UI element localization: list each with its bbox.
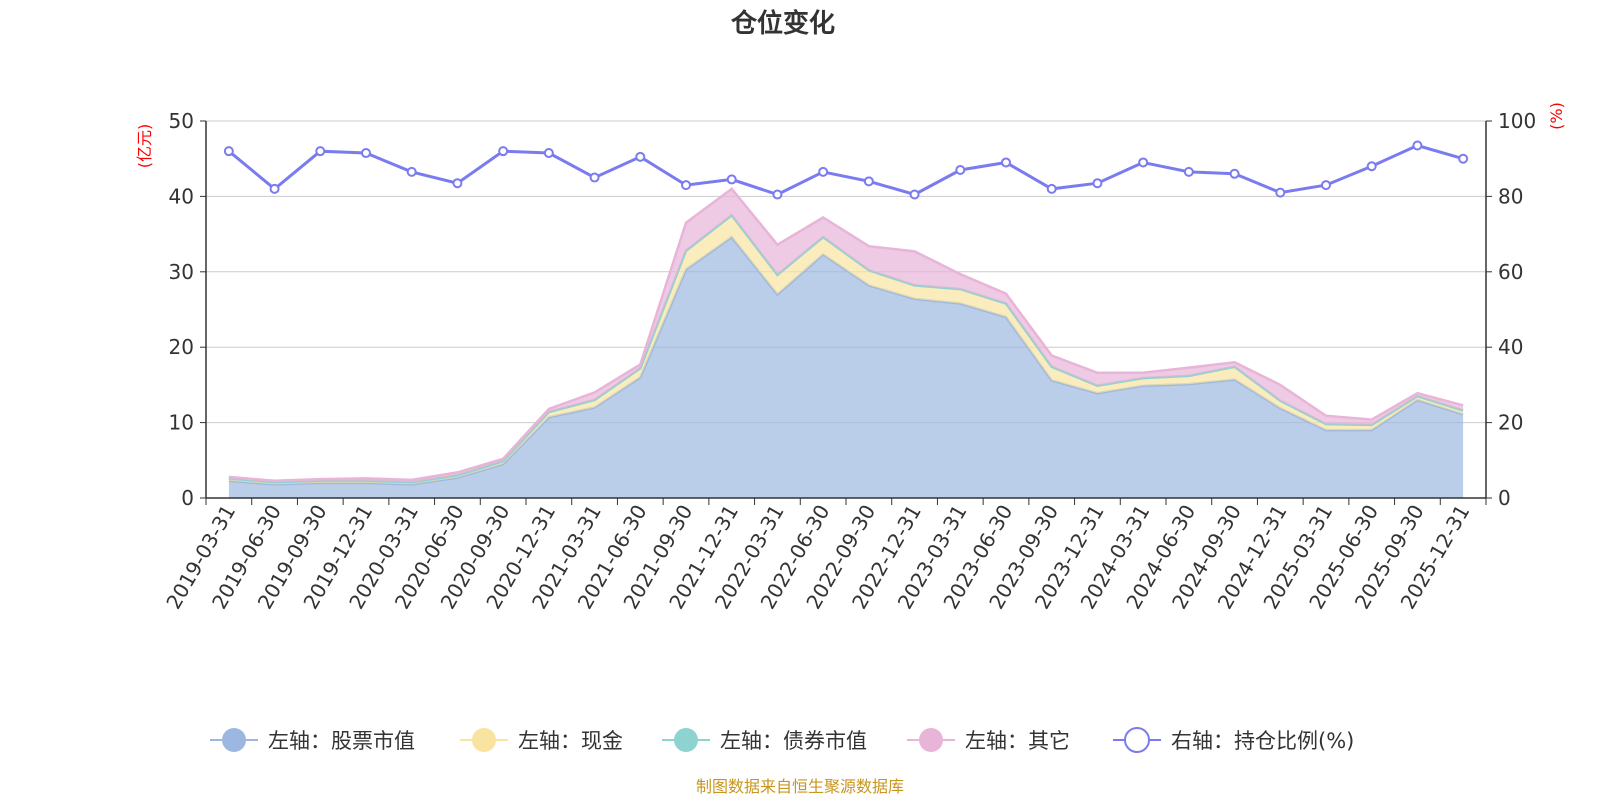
source-note: 制图数据来自恒生聚源数据库: [696, 777, 904, 796]
ratio-point: [1092, 178, 1103, 189]
ratio-point: [909, 189, 920, 200]
ratio-point: [772, 189, 783, 200]
ratio-point: [1366, 161, 1377, 172]
legend-marker-other: [919, 728, 943, 752]
legend-label-cash: 左轴：现金: [518, 729, 623, 753]
legend-marker-ratio: [1124, 727, 1150, 753]
ratio-point: [498, 146, 509, 157]
area-other: [228, 188, 1464, 483]
ratio-point: [361, 148, 371, 159]
area-stock: [228, 237, 1464, 498]
ratio-point: [452, 178, 463, 189]
left-tick-label: 50: [169, 109, 194, 133]
legend-label-bond: 左轴：债券市值: [720, 729, 867, 753]
right-tick-label: 0: [1498, 486, 1511, 510]
legend-label-stock: 左轴：股票市值: [268, 729, 415, 753]
ratio-point: [1001, 157, 1011, 168]
ratio-point: [406, 166, 417, 177]
ratio-point: [1458, 153, 1469, 164]
right-tick-label: 40: [1498, 335, 1523, 359]
ratio-point: [1275, 187, 1286, 198]
legend-label-ratio: 右轴：持仓比例(%): [1171, 729, 1354, 753]
left-tick-label: 10: [169, 411, 194, 435]
legend: 左轴：股票市值 左轴：现金 左轴：债券市值 左轴：其它 右轴：持仓比例(%): [210, 727, 1354, 753]
ratio-point: [269, 183, 280, 194]
right-tick-label: 20: [1498, 411, 1523, 435]
legend-marker-stock: [222, 728, 246, 752]
right-tick-label: 60: [1498, 260, 1523, 284]
chart-title: 仓位变化: [730, 8, 835, 39]
ratio-point: [863, 176, 874, 187]
area-cash: [228, 215, 1464, 485]
right-tick-label: 100: [1498, 109, 1536, 133]
ratio-point: [1412, 140, 1423, 151]
ratio-point: [1229, 168, 1240, 179]
right-tick-label: 80: [1498, 184, 1523, 208]
ratio-point: [955, 165, 966, 176]
right-axis-unit: (%): [1547, 102, 1566, 130]
left-tick-label: 40: [169, 184, 194, 208]
area-edge-other: [228, 187, 1464, 482]
legend-label-other: 左轴：其它: [965, 729, 1070, 753]
ratio-point: [1138, 157, 1149, 168]
left-tick-label: 0: [181, 486, 194, 510]
left-tick-label: 20: [169, 335, 194, 359]
stacked-areas: [228, 187, 1464, 498]
ratio-point: [1321, 180, 1331, 191]
ratio-point: [681, 180, 691, 191]
ratio-point: [315, 146, 326, 157]
ratio-line-path: [227, 143, 1464, 197]
ratio-point: [543, 148, 554, 159]
ratio-point: [726, 174, 737, 185]
left-axis-unit: (亿元): [135, 124, 154, 169]
legend-marker-cash: [472, 728, 496, 752]
ratio-point: [635, 151, 646, 162]
ratio-point: [223, 146, 234, 157]
ratio-point: [1183, 166, 1194, 177]
legend-marker-bond: [674, 728, 698, 752]
ratio-point: [818, 166, 829, 177]
ratio-line: [223, 140, 1469, 200]
ratio-point: [589, 172, 600, 183]
left-tick-label: 30: [169, 260, 194, 284]
ratio-point: [1046, 183, 1057, 194]
